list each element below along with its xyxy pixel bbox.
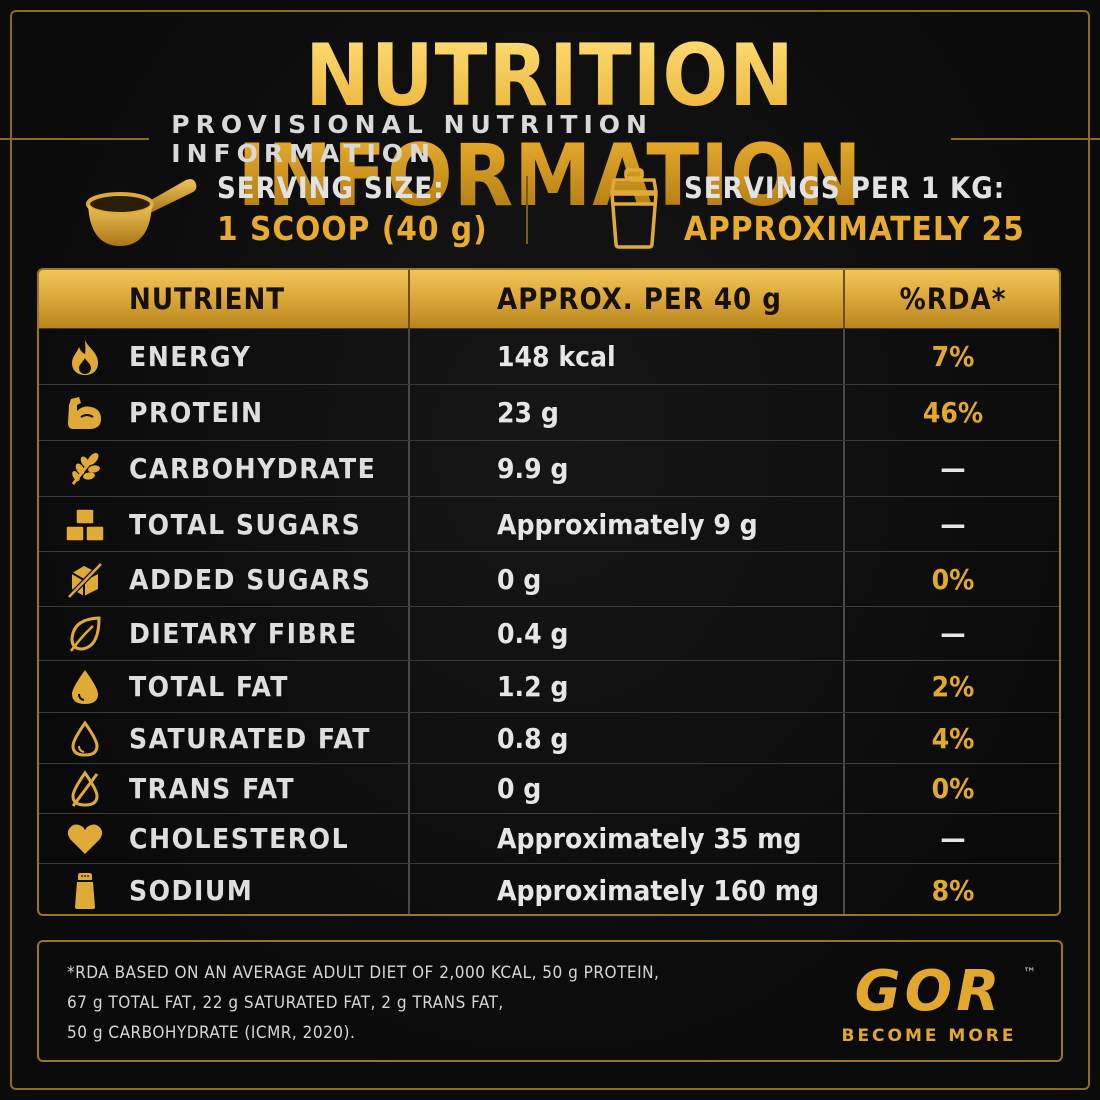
servings-per-label: SERVINGS PER 1 KG: xyxy=(684,171,1006,205)
nutrition-table: NUTRIENT APPROX. PER 40 g %RDA* ENERGY 14… xyxy=(37,268,1061,916)
subtitle-rule-left xyxy=(0,138,150,140)
column-separator xyxy=(408,328,410,914)
nutrient-value: 9.9 g xyxy=(497,452,569,485)
brand-logo: GOR ™ BECOME MORE xyxy=(839,959,1036,1047)
table-row: TOTAL SUGARS Approximately 9 g — xyxy=(39,496,1059,552)
serving-size-label: SERVING SIZE: xyxy=(217,171,445,205)
servings-per-block: SERVINGS PER 1 KG: APPROXIMATELY 25 xyxy=(684,168,1025,252)
nutrient-value: 148 kcal xyxy=(497,340,616,373)
footer-box: *RDA BASED ON AN AVERAGE ADULT DIET OF 2… xyxy=(37,940,1063,1062)
scoop-icon xyxy=(82,174,202,258)
drop-outline-icon xyxy=(65,713,105,764)
nutrient-name: SATURATED FAT xyxy=(129,722,371,755)
nutrient-value: Approximately 35 mg xyxy=(497,822,802,855)
nutrient-value: 0.8 g xyxy=(497,722,569,755)
leaf-icon xyxy=(65,607,105,661)
footnote-line: *RDA BASED ON AN AVERAGE ADULT DIET OF 2… xyxy=(67,963,660,983)
salt-shaker-icon xyxy=(65,864,105,914)
page-title: NUTRITION INFORMATION xyxy=(0,26,1100,226)
column-separator xyxy=(843,328,845,914)
serving-size-block: SERVING SIZE: 1 SCOOP (40 g) xyxy=(217,168,488,252)
brand-name: GOR xyxy=(854,959,1004,1024)
nutrient-value: 0 g xyxy=(497,772,542,805)
footnote-line: 50 g CARBOHYDRATE (ICMR, 2020). xyxy=(67,1023,356,1043)
header-nutrient: NUTRIENT xyxy=(129,282,286,316)
nutrient-value: Approximately 160 mg xyxy=(497,874,819,907)
header-rda: %RDA* xyxy=(899,282,1007,316)
table-row: ADDED SUGARS 0 g 0% xyxy=(39,551,1059,607)
nutrient-name: CARBOHYDRATE xyxy=(129,452,377,485)
nutrient-rda: 4% xyxy=(931,722,975,755)
table-row: SODIUM Approximately 160 mg 8% xyxy=(39,863,1059,914)
nutrient-rda: — xyxy=(940,452,966,485)
nutrient-rda: — xyxy=(940,617,966,650)
flame-icon xyxy=(65,329,105,385)
wheat-icon xyxy=(65,441,105,497)
shaker-icon xyxy=(604,168,664,254)
header-divider xyxy=(526,176,528,244)
nutrient-rda: — xyxy=(940,822,966,855)
nutrient-rda: 46% xyxy=(922,396,984,429)
sugar-cubes-icon xyxy=(65,497,105,552)
table-row: SATURATED FAT 0.8 g 4% xyxy=(39,712,1059,764)
nutrient-rda: 8% xyxy=(931,874,975,907)
table-row: PROTEIN 23 g 46% xyxy=(39,384,1059,441)
footnote-line: 67 g TOTAL FAT, 22 g SATURATED FAT, 2 g … xyxy=(67,993,504,1013)
nutrient-rda: 2% xyxy=(931,670,975,703)
nutrient-name: TRANS FAT xyxy=(129,772,296,805)
header-per-serving: APPROX. PER 40 g xyxy=(497,282,782,316)
nutrient-name: TOTAL FAT xyxy=(129,670,289,703)
subtitle: PROVISIONAL NUTRITION INFORMATION xyxy=(171,110,653,168)
table-row: TOTAL FAT 1.2 g 2% xyxy=(39,660,1059,713)
nutrient-rda: 0% xyxy=(931,563,975,596)
servings-per-value: APPROXIMATELY 25 xyxy=(684,209,1025,248)
nutrient-name: ENERGY xyxy=(129,340,252,373)
header-separator xyxy=(843,270,845,328)
nutrient-name: PROTEIN xyxy=(129,396,264,429)
trademark-symbol: ™ xyxy=(1023,966,1036,981)
nutrient-value: Approximately 9 g xyxy=(497,508,758,541)
muscle-icon xyxy=(65,385,105,441)
serving-size-value: 1 SCOOP (40 g) xyxy=(217,209,488,248)
table-row: TRANS FAT 0 g 0% xyxy=(39,763,1059,814)
table-row: CARBOHYDRATE 9.9 g — xyxy=(39,440,1059,497)
nutrient-value: 23 g xyxy=(497,396,559,429)
nutrient-rda: 7% xyxy=(931,340,975,373)
nutrient-name: CHOLESTEROL xyxy=(129,822,350,855)
table-row: ENERGY 148 kcal 7% xyxy=(39,328,1059,385)
subtitle-rule-right xyxy=(950,138,1100,140)
heart-icon xyxy=(65,814,105,864)
nutrient-value: 0.4 g xyxy=(497,617,569,650)
brand-tagline: BECOME MORE xyxy=(841,1026,1017,1046)
rda-footnote: *RDA BASED ON AN AVERAGE ADULT DIET OF 2… xyxy=(67,958,747,1048)
nutrient-name: TOTAL SUGARS xyxy=(129,508,362,541)
nutrient-value: 1.2 g xyxy=(497,670,569,703)
table-row: DIETARY FIBRE 0.4 g — xyxy=(39,606,1059,661)
header-separator xyxy=(408,270,410,328)
subtitle-row: PROVISIONAL NUTRITION INFORMATION xyxy=(0,110,1100,168)
nutrient-name: SODIUM xyxy=(129,874,254,907)
nutrient-name: ADDED SUGARS xyxy=(129,563,372,596)
drop-crossed-icon xyxy=(65,764,105,814)
nutrient-rda: 0% xyxy=(931,772,975,805)
no-sugar-icon xyxy=(65,552,105,607)
drop-icon xyxy=(65,661,105,713)
nutrient-value: 0 g xyxy=(497,563,542,596)
nutrient-name: DIETARY FIBRE xyxy=(129,617,358,650)
nutrient-rda: — xyxy=(940,508,966,541)
table-row: CHOLESTEROL Approximately 35 mg — xyxy=(39,813,1059,864)
table-header: NUTRIENT APPROX. PER 40 g %RDA* xyxy=(39,270,1059,328)
